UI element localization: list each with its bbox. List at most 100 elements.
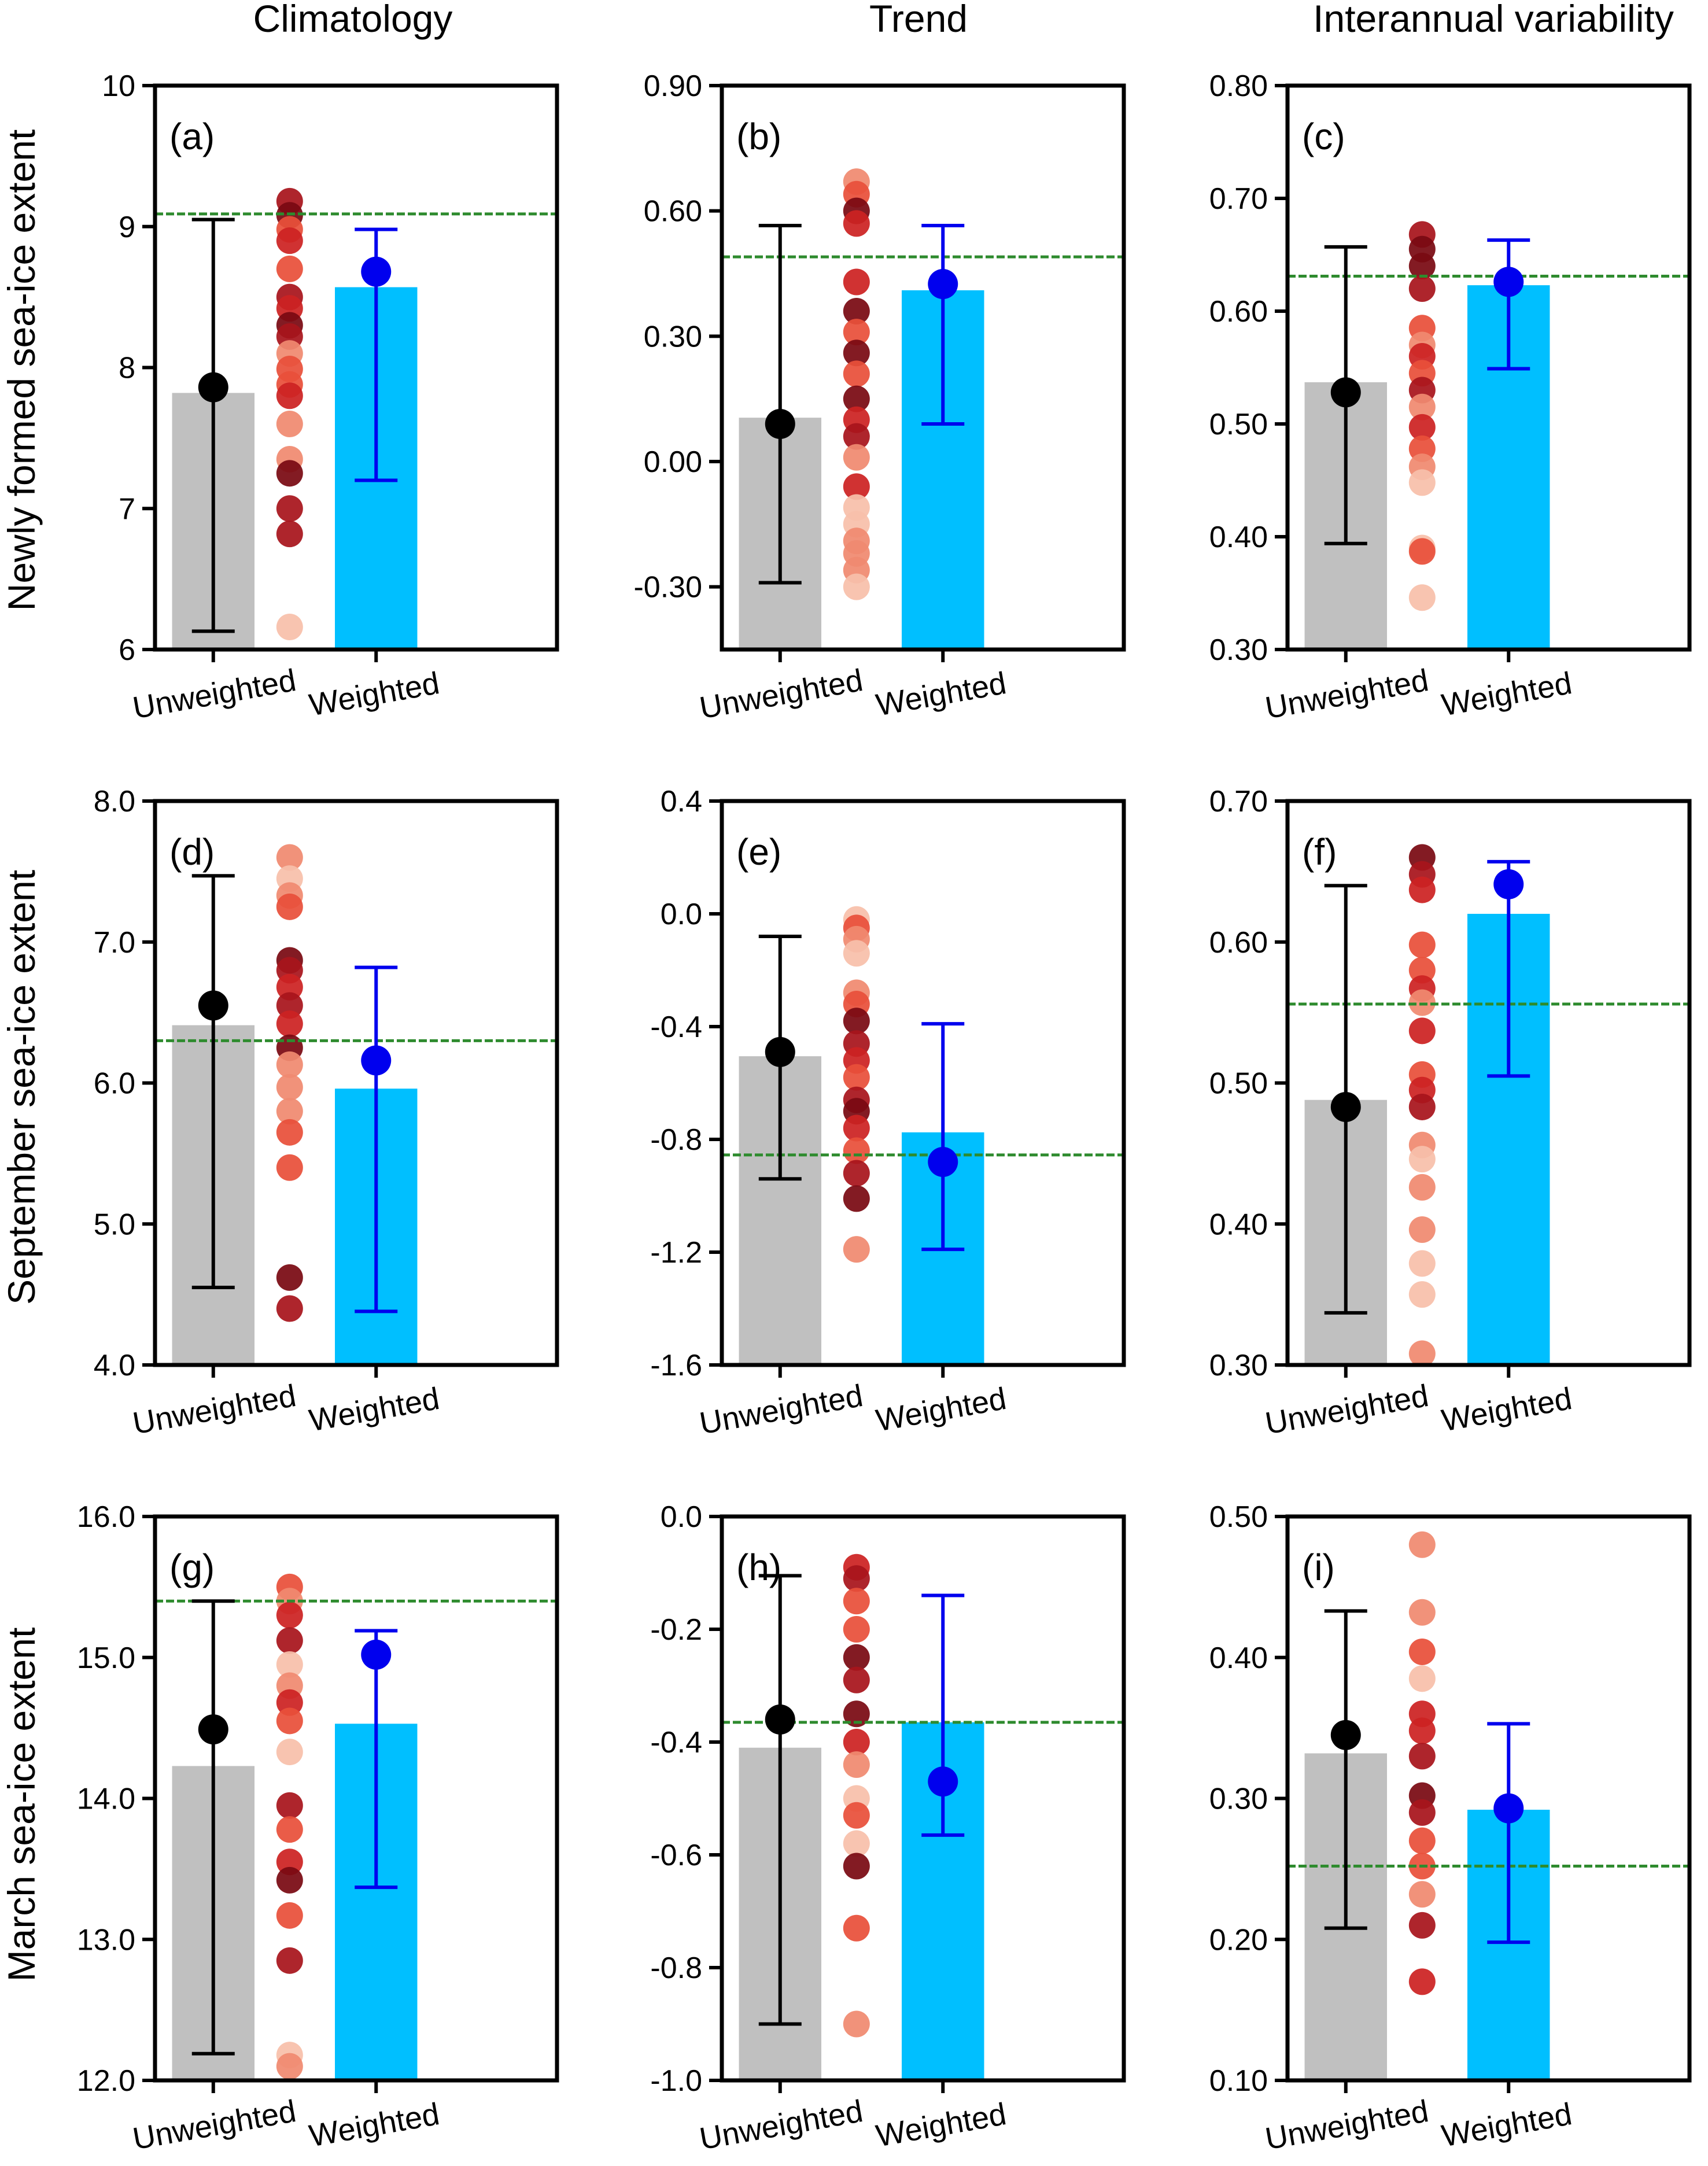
panel-label-a: (a) (169, 116, 215, 157)
model-point-d (276, 992, 303, 1019)
model-point-c (1408, 275, 1436, 302)
mean-point-weighted-a (361, 256, 392, 287)
category-label-unweighted-b: Unweighted (697, 663, 865, 726)
panel-frame-h (720, 1514, 1126, 2083)
y-tick-label-e: -1.6 (650, 1349, 702, 1382)
y-tick-label-i: 0.20 (1209, 1923, 1268, 1957)
category-label-weighted-d: Weighted (307, 1381, 442, 1438)
panel-label-g: (g) (169, 1547, 215, 1588)
category-label-unweighted-c: Unweighted (1263, 663, 1431, 726)
panel-b: -0.30 0.00 0.30 0.60 0.90 Unweighted Weighted (… (633, 69, 1126, 726)
y-tick-label-c: 0.70 (1209, 182, 1268, 216)
y-tick-label-d: 7.0 (94, 926, 135, 960)
model-point-i (1408, 1968, 1436, 1995)
model-point-a (276, 382, 303, 409)
y-tick-label-c: 0.80 (1209, 69, 1268, 103)
y-tick-label-h: -1.0 (650, 2064, 702, 2098)
y-tick-label-b: 0.30 (644, 320, 702, 353)
mean-point-weighted-h (928, 1766, 958, 1797)
y-tick-label-d: 6.0 (94, 1067, 135, 1101)
y-tick-label-i: 0.50 (1209, 1500, 1268, 1534)
category-label-unweighted-a: Unweighted (130, 663, 298, 726)
model-point-d (276, 1051, 303, 1078)
mean-point-weighted-g (361, 1639, 392, 1670)
model-point-b (843, 385, 870, 412)
model-point-b (843, 423, 870, 450)
model-point-i (1408, 1912, 1436, 1939)
y-tick-label-a: 7 (119, 492, 135, 526)
y-tick-label-b: 0.00 (644, 445, 702, 479)
model-point-i (1408, 1599, 1436, 1626)
y-tick-label-h: -0.8 (650, 1951, 702, 1985)
y-tick-label-b: 0.60 (644, 195, 702, 228)
y-tick-label-a: 10 (102, 69, 135, 103)
row-title-september: September sea-ice extent (0, 870, 43, 1305)
model-point-f (1408, 1146, 1436, 1173)
model-point-d (276, 1154, 303, 1181)
category-label-unweighted-g: Unweighted (130, 2094, 298, 2157)
y-tick-label-c: 0.40 (1209, 521, 1268, 554)
model-point-a (276, 521, 303, 548)
panel-label-f: (f) (1302, 831, 1337, 873)
mean-point-weighted-i (1493, 1793, 1524, 1824)
model-point-g (276, 1848, 303, 1876)
panel-frame-e (720, 799, 1126, 1367)
model-point-h (843, 1644, 870, 1671)
row-titles: Newly formed sea-ice extent September se… (0, 130, 43, 1982)
mean-point-unweighted-f (1330, 1091, 1361, 1122)
model-point-i (1408, 1799, 1436, 1826)
y-tick-label-c: 0.50 (1209, 408, 1268, 441)
model-point-a (276, 614, 303, 640)
model-point-b (843, 573, 870, 600)
panel-a: 6 7 8 9 10 Unweighted Weighted (a) (102, 69, 559, 726)
category-label-weighted-b: Weighted (873, 666, 1009, 723)
model-point-h (843, 1830, 870, 1857)
panel-c: 0.30 0.40 0.50 0.60 0.70 0.80 Unweighted Weight… (1209, 69, 1692, 726)
model-point-c (1408, 538, 1436, 565)
model-point-i (1408, 1743, 1436, 1770)
model-point-h (843, 1565, 870, 1592)
model-point-g (276, 1707, 303, 1735)
y-tick-label-b: -0.30 (633, 571, 702, 604)
model-point-b (843, 210, 870, 237)
panel-i: 0.10 0.20 0.30 0.40 0.50 Unweighted Weighted (i… (1209, 1500, 1692, 2157)
model-point-h (843, 1751, 870, 1778)
mean-point-unweighted-e (765, 1036, 795, 1067)
y-tick-label-g: 12.0 (77, 2064, 135, 2098)
y-tick-label-f: 0.60 (1209, 926, 1268, 960)
y-tick-label-d: 5.0 (94, 1208, 135, 1241)
y-tick-label-c: 0.30 (1209, 633, 1268, 667)
y-tick-label-a: 9 (119, 211, 135, 244)
mean-point-unweighted-i (1330, 1719, 1361, 1750)
y-tick-label-h: -0.6 (650, 1839, 702, 1872)
model-point-h (843, 1802, 870, 1829)
panel-label-d: (d) (169, 831, 215, 873)
model-point-a (276, 460, 303, 487)
model-point-f (1408, 957, 1436, 984)
model-point-g (276, 1689, 303, 1716)
model-point-d (276, 844, 303, 871)
y-tick-label-i: 0.40 (1209, 1641, 1268, 1675)
model-point-i (1408, 1531, 1436, 1558)
y-tick-label-f: 0.50 (1209, 1067, 1268, 1101)
row-title-march: March sea-ice extent (0, 1628, 43, 1982)
category-label-unweighted-h: Unweighted (697, 2094, 865, 2157)
y-tick-label-d: 8.0 (94, 785, 135, 818)
category-label-unweighted-e: Unweighted (697, 1378, 865, 1441)
y-tick-label-e: 0.0 (661, 898, 702, 931)
panel-label-b: (b) (736, 116, 781, 157)
model-point-b (843, 444, 870, 471)
category-label-unweighted-d: Unweighted (130, 1378, 298, 1441)
y-tick-label-e: -1.2 (650, 1236, 702, 1270)
panel-frame-c (1285, 83, 1692, 652)
model-point-g (276, 1902, 303, 1929)
category-label-weighted-f: Weighted (1439, 1381, 1574, 1438)
model-point-b (843, 473, 870, 500)
column-title-climatology: Climatology (253, 0, 453, 40)
category-label-weighted-h: Weighted (873, 2097, 1009, 2154)
model-point-d (276, 1010, 303, 1038)
y-tick-label-i: 0.30 (1209, 1783, 1268, 1816)
y-tick-label-e: -0.4 (650, 1010, 702, 1044)
mean-point-weighted-e (928, 1147, 958, 1177)
model-point-a (276, 255, 303, 282)
